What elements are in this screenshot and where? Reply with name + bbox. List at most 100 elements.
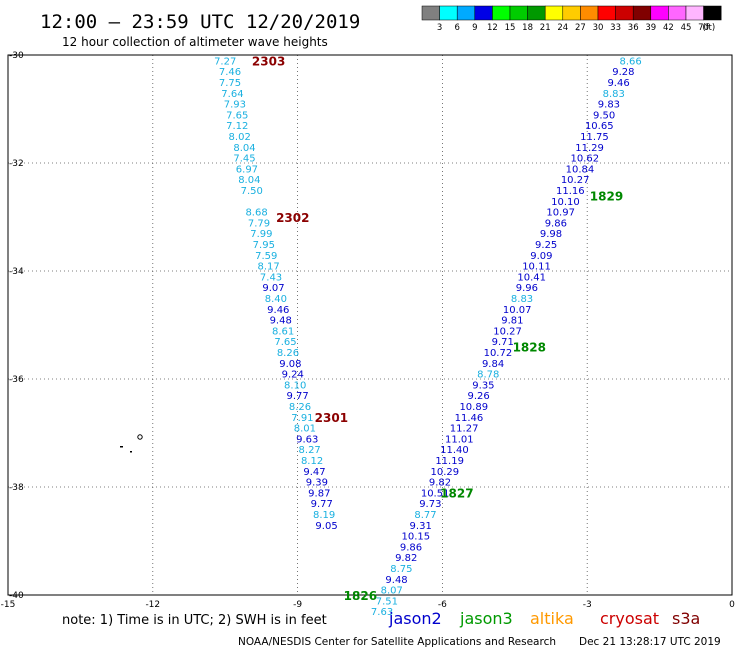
swh-value-label: 9.24 [282,370,304,381]
x-tick-label: -12 [145,600,160,610]
swh-value-label: 11.75 [580,132,609,143]
swh-value-label: 11.01 [445,434,474,445]
x-tick-label: -6 [438,600,447,610]
swh-value-label: 8.19 [313,510,335,521]
plot-frame [7,54,733,596]
swh-value-label: 10.72 [484,348,513,359]
colorbar-tick-label: 9 [472,23,477,33]
colorbar-swatch [597,5,616,21]
swh-value-label: 9.77 [286,391,308,402]
swh-value-label: 10.84 [566,164,595,175]
swh-value-label: 7.65 [274,337,296,348]
swh-value-label: 10.10 [551,197,580,208]
swh-value-label: 6.97 [236,164,258,175]
swh-value-label: 10.97 [546,208,575,219]
swh-value-label: 11.27 [450,424,479,435]
swh-value-label: 10.41 [517,272,546,283]
swh-value-label: 7.46 [219,67,241,78]
swh-value-label: 9.25 [535,240,557,251]
swh-value-label: 8.02 [229,132,251,143]
time-label: 1828 [513,341,546,355]
colorbar-tick-label: 42 [663,23,674,33]
colorbar-tick-label: 27 [575,23,586,33]
swh-value-label: 8.78 [477,370,499,381]
swh-value-label: 9.71 [492,337,514,348]
colorbar-swatch [615,5,634,21]
satellite-legend-item: s3a [672,609,700,628]
swh-value-label: 7.95 [253,240,275,251]
swh-value-label: 9.08 [279,359,301,370]
colorbar-swatch [509,5,528,21]
satellite-legend-item: jason3 [459,609,513,628]
y-tick-label: -40 [9,591,24,601]
colorbar-swatch [685,5,704,21]
x-tick-label: -15 [1,600,16,610]
island-marker [137,434,143,440]
swh-value-label: 7.91 [291,413,313,424]
swh-value-label: 9.98 [540,229,562,240]
swh-value-label: 9.46 [267,305,289,316]
colorbar-tick-label: 12 [487,23,498,33]
footer-timestamp: Dec 21 13:28:17 UTC 2019 [579,636,721,648]
swh-value-label: 8.26 [289,402,311,413]
satellite-legend: jason2 jason3 altika cryosat s3a [388,609,700,628]
colorbar-tick-label: 70 [698,23,709,33]
swh-value-label: 7.64 [221,89,243,100]
colorbar-tick-label: 45 [681,23,692,33]
time-label: 2302 [276,211,309,225]
colorbar-swatch [668,5,687,21]
swh-value-label: 8.77 [414,510,436,521]
swh-value-label: 8.40 [265,294,287,305]
x-tick-label: 0 [729,600,735,610]
swh-value-label: 8.01 [294,424,316,435]
swh-value-label: 8.83 [511,294,533,305]
swh-value-label: 7.12 [226,121,248,132]
swh-value-label: 8.75 [390,564,412,575]
swh-value-label: 9.83 [598,100,620,111]
swh-value-label: 10.29 [430,467,459,478]
swh-value-label: 9.46 [607,78,629,89]
colorbar-swatch [492,5,511,21]
colorbar-tick-label: 3 [437,23,442,33]
colorbar-tick-label: 36 [628,23,639,33]
swh-value-label: 9.63 [296,434,318,445]
y-tick-label: -30 [9,51,24,61]
footer-credit: NOAA/NESDIS Center for Satellite Applica… [238,636,556,648]
swh-value-label: 7.59 [255,251,277,262]
swh-value-label: 8.66 [620,56,642,67]
time-label: 2301 [315,411,348,425]
swh-value-label: 9.96 [516,283,538,294]
colorbar-tick-label: 18 [522,23,533,33]
swh-value-label: 11.40 [440,445,469,456]
swh-value-label: 10.89 [459,402,488,413]
swh-value-label: 8.04 [238,175,260,186]
swh-value-label: 9.47 [303,467,325,478]
swh-value-label: 8.10 [284,380,306,391]
swh-value-label: 9.81 [501,316,523,327]
x-tick-label: -9 [293,600,302,610]
colorbar-swatch [474,5,493,21]
colorbar-tick-label: 33 [610,23,621,33]
swh-value-label: 9.86 [400,542,422,553]
swh-value-label: 7.43 [260,272,282,283]
island-marker [120,446,123,448]
swh-value-label: 10.51 [421,488,450,499]
swh-value-label: 7.65 [226,110,248,121]
colorbar-swatch [439,5,458,21]
y-tick-label: -34 [9,267,24,277]
colorbar-swatch [544,5,564,21]
colorbar-tick-label: 21 [540,23,551,33]
swh-value-label: 9.48 [270,316,292,327]
x-tick-label: -3 [583,600,592,610]
chart-subtitle: 12 hour collection of altimeter wave hei… [62,35,328,49]
swh-value-label: 9.84 [482,359,504,370]
colorbar-swatch [456,5,476,21]
swh-value-label: 7.50 [241,186,263,197]
colorbar-swatch [650,5,669,21]
island-marker [130,451,132,453]
swh-value-label: 9.73 [419,499,441,510]
colorbar-swatch [527,5,546,21]
swh-value-label: 9.77 [311,499,333,510]
swh-value-label: 7.27 [214,56,236,67]
swh-value-label: 9.48 [385,575,407,586]
